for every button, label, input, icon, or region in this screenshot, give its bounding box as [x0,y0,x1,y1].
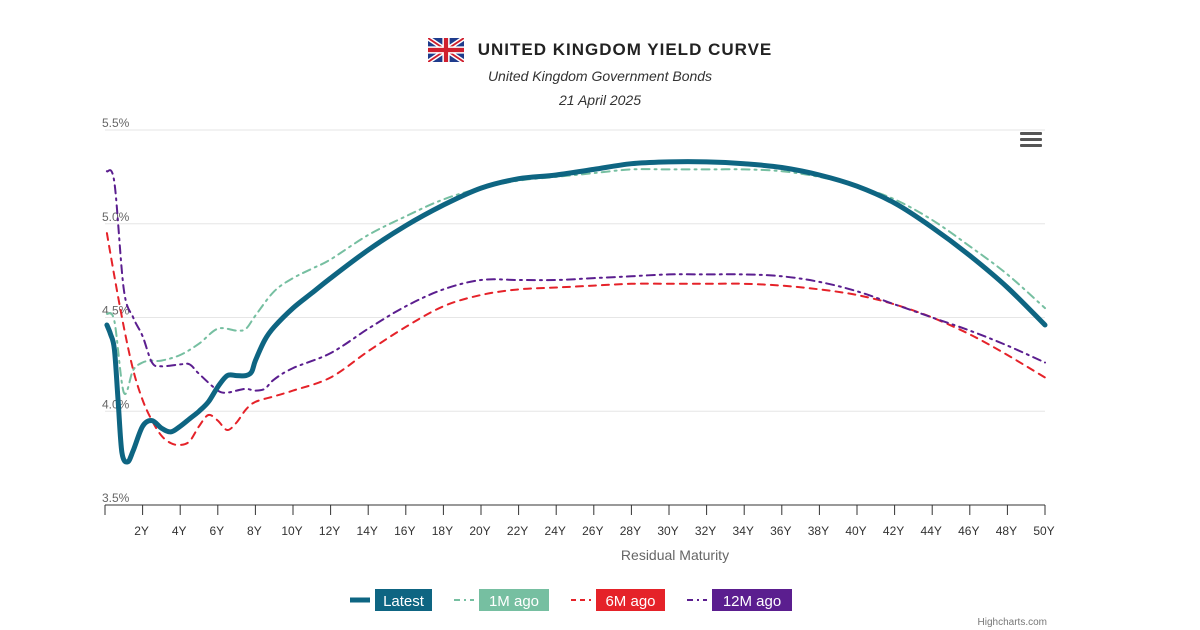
legend-label: Latest [383,593,425,610]
legend-item-latest[interactable] [375,589,432,611]
legend-item-1m-ago[interactable] [479,589,549,611]
legend-label: 12M ago [723,593,781,610]
x-tick-label: 8Y [247,524,262,538]
x-tick-label: 14Y [357,524,378,538]
series-line-1m-ago [105,168,1046,396]
y-tick-label: 4.0% [102,397,130,411]
x-tick-label: 32Y [695,524,716,538]
legend-label: 6M ago [605,593,655,610]
x-tick-label: 20Y [469,524,490,538]
x-tick-label: 42Y [883,524,904,538]
x-tick-label: 40Y [845,524,866,538]
menu-bar [1020,132,1042,135]
x-tick-label: 16Y [394,524,415,538]
menu-bar [1020,144,1042,147]
y-tick-label: 3.5% [102,491,130,505]
x-tick-label: 36Y [770,524,791,538]
legend-item-12m-ago[interactable] [712,589,792,611]
menu-bar [1020,138,1042,141]
legend-item-6m-ago[interactable] [596,589,665,611]
x-axis-title: Residual Maturity [621,547,729,563]
x-tick-label: 28Y [620,524,641,538]
x-tick-label: 26Y [582,524,603,538]
chart-subtitle: United Kingdom Government Bonds [487,68,713,84]
x-tick-label: 22Y [507,524,528,538]
x-tick-label: 2Y [134,524,149,538]
x-tick-label: 6Y [209,524,224,538]
uk-flag-icon [427,38,464,62]
chart-header: UNITED KINGDOM YIELD CURVE United Kingdo… [0,38,1200,108]
y-tick-label: 5.0% [102,210,130,224]
legend-label: 1M ago [489,593,539,610]
chart-date: 21 April 2025 [559,92,641,108]
series-line-latest [104,159,1048,465]
x-tick-label: 4Y [172,524,187,538]
y-tick-label: 5.5% [102,116,130,130]
x-tick-label: 48Y [996,524,1017,538]
credits-link[interactable]: Highcharts.com [977,617,1047,628]
x-tick-label: 10Y [281,524,302,538]
x-tick-label: 46Y [958,524,979,538]
x-tick-label: 18Y [432,524,453,538]
x-tick-label: 34Y [733,524,754,538]
x-tick-label: 24Y [545,524,566,538]
chart-title: UNITED KINGDOM YIELD CURVE [477,40,773,59]
x-tick-label: 30Y [657,524,678,538]
series-line-12m-ago [105,169,1046,394]
y-tick-label: 4.5% [102,304,130,318]
series-line-6m-ago [105,232,1046,447]
hamburger-menu-icon[interactable] [1020,132,1042,150]
x-tick-label: 44Y [921,524,942,538]
x-tick-label: 50Y [1033,524,1054,538]
x-tick-label: 38Y [808,524,829,538]
x-tick-label: 12Y [319,524,340,538]
